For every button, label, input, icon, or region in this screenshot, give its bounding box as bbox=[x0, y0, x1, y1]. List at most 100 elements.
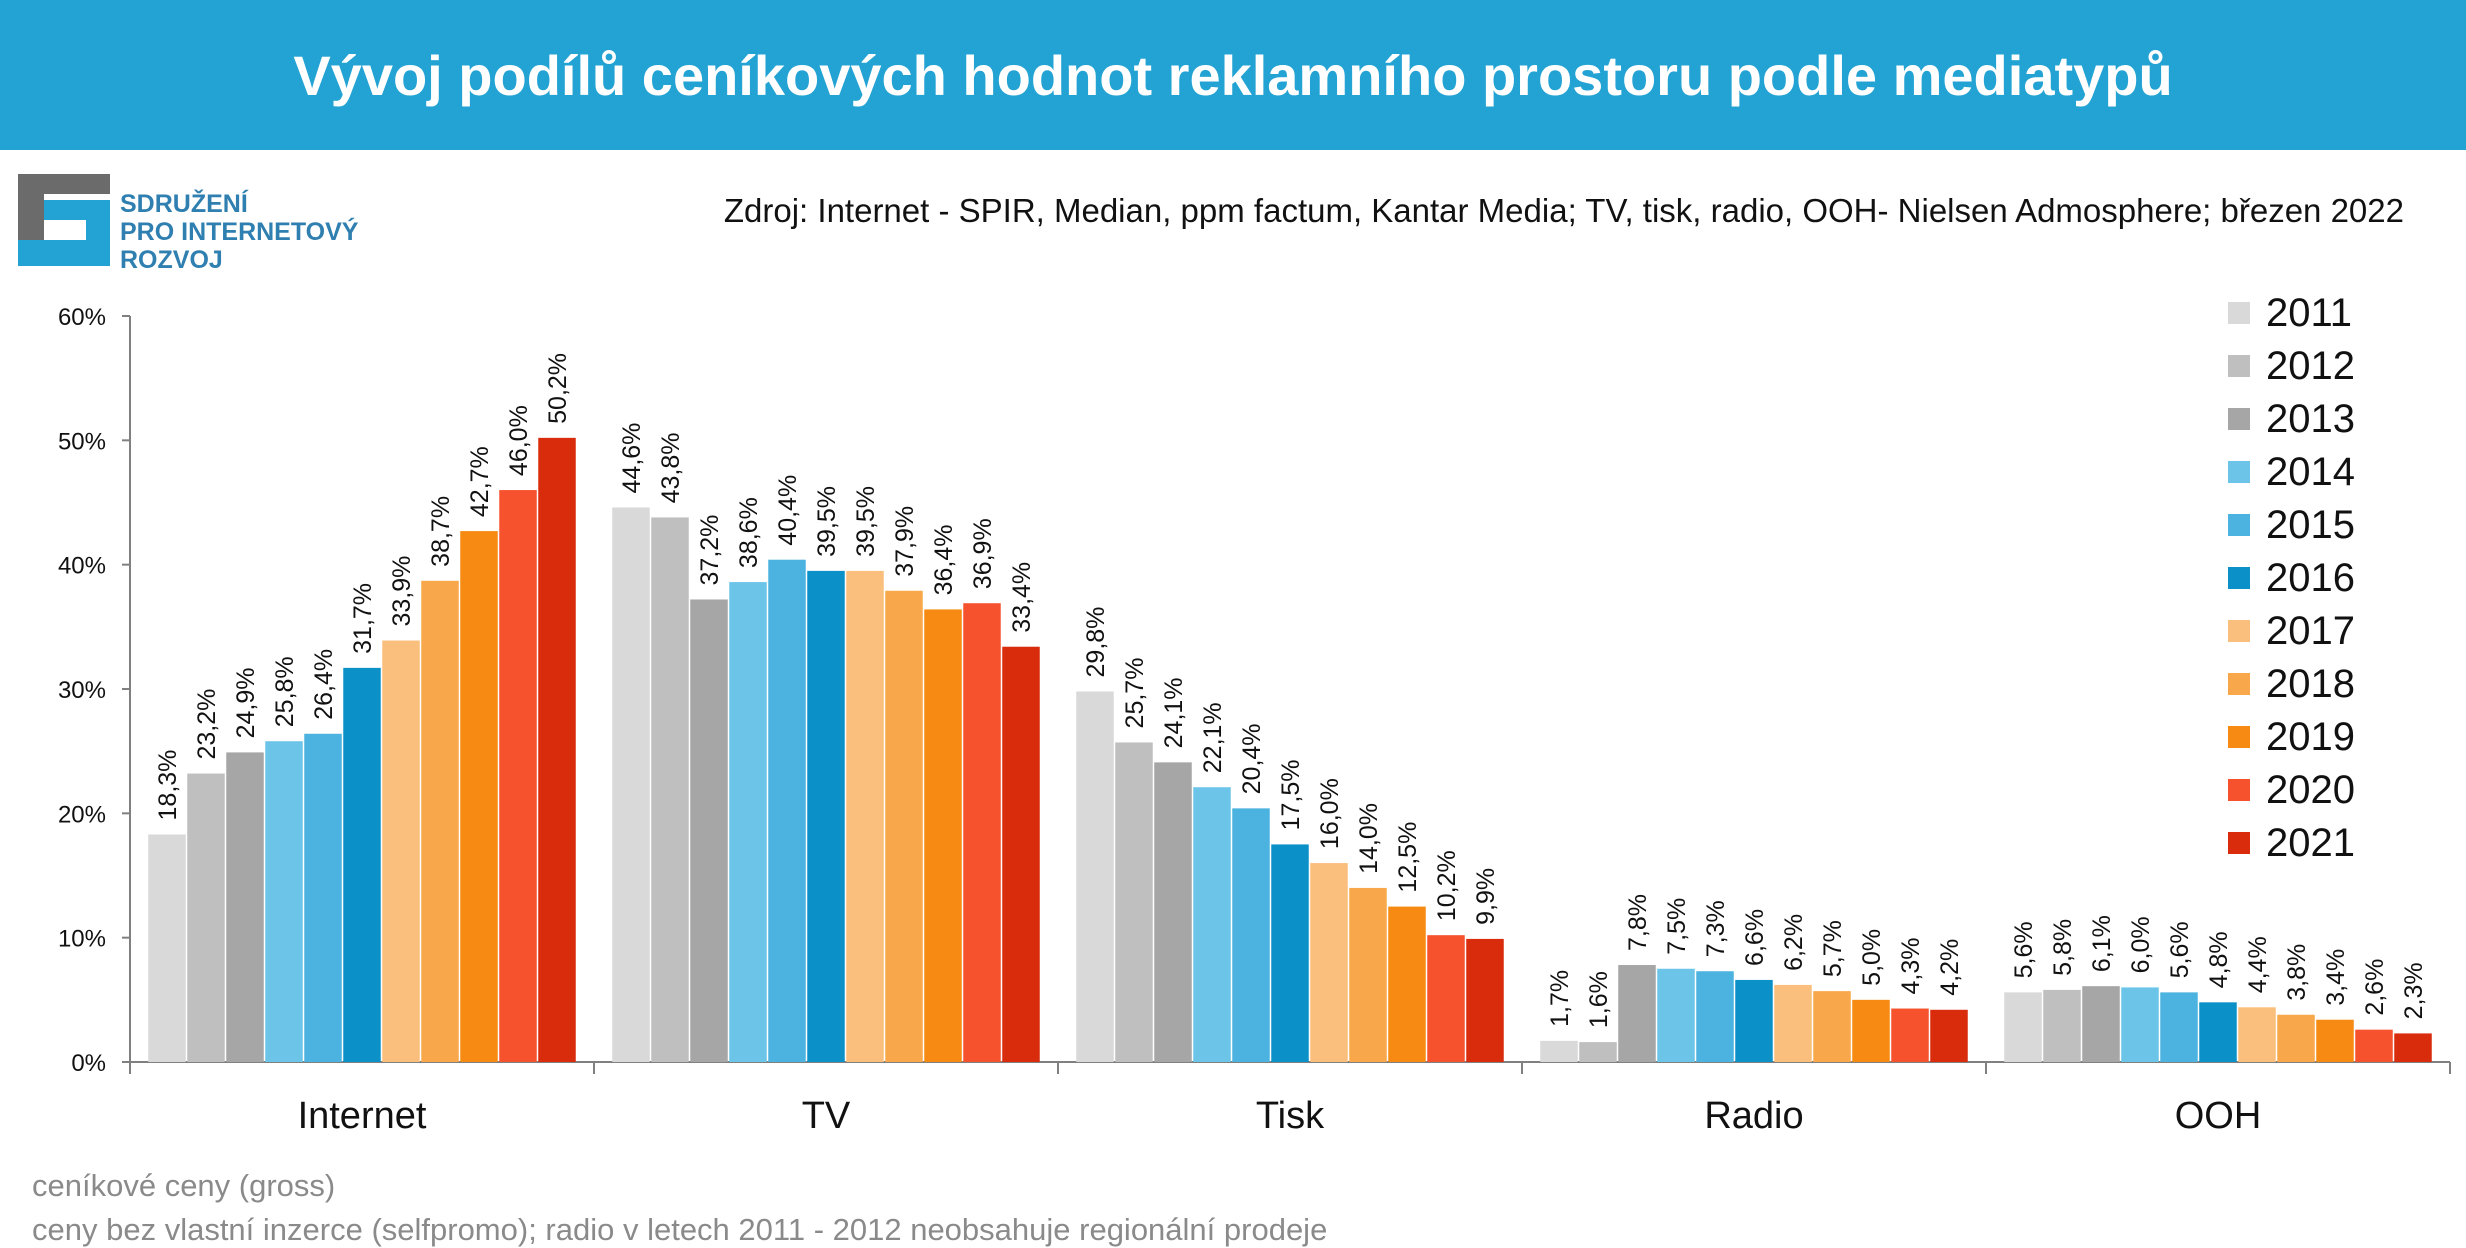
legend-item-2014: 2014 bbox=[2228, 447, 2355, 497]
category-label: TV bbox=[802, 1095, 851, 1137]
data-label: 23,2% bbox=[193, 689, 221, 760]
y-tick-label: 40% bbox=[58, 553, 106, 580]
bar-2019 bbox=[2316, 1019, 2354, 1062]
bar-2013 bbox=[1154, 762, 1192, 1062]
bar-2014 bbox=[1657, 968, 1695, 1062]
legend-item-2021: 2021 bbox=[2228, 818, 2355, 868]
bar-2016 bbox=[343, 667, 381, 1062]
bar-2018 bbox=[885, 590, 923, 1062]
bar-2015 bbox=[768, 559, 806, 1062]
y-tick-label: 0% bbox=[71, 1050, 106, 1077]
legend-swatch bbox=[2228, 355, 2250, 377]
footnote-gross: ceníkové ceny (gross) bbox=[32, 1168, 336, 1203]
legend-label: 2019 bbox=[2266, 714, 2355, 759]
category-label: Internet bbox=[298, 1095, 427, 1137]
data-label: 36,4% bbox=[930, 525, 958, 596]
data-label: 24,9% bbox=[232, 668, 260, 739]
bar-2013 bbox=[1618, 965, 1656, 1062]
bar-2016 bbox=[1271, 844, 1309, 1062]
legend-label: 2013 bbox=[2266, 396, 2355, 441]
bar-2016 bbox=[807, 570, 845, 1062]
bar-2021 bbox=[2394, 1033, 2432, 1062]
bar-2020 bbox=[2355, 1029, 2393, 1062]
data-label: 1,6% bbox=[1585, 971, 1613, 1028]
bar-2012 bbox=[2043, 989, 2081, 1062]
bar-2017 bbox=[2238, 1007, 2276, 1062]
legend-swatch bbox=[2228, 567, 2250, 589]
data-label: 46,0% bbox=[505, 405, 533, 476]
bar-2013 bbox=[690, 599, 728, 1062]
legend-label: 2020 bbox=[2266, 767, 2355, 812]
legend-swatch bbox=[2228, 620, 2250, 642]
bar-2021 bbox=[1466, 938, 1504, 1062]
bar-2020 bbox=[1427, 935, 1465, 1062]
data-label: 44,6% bbox=[618, 423, 646, 494]
chart-title: Vývoj podílů ceníkových hodnot reklamníh… bbox=[293, 43, 2173, 107]
data-label: 10,2% bbox=[1433, 850, 1461, 921]
bar-2018 bbox=[421, 580, 459, 1062]
legend-label: 2017 bbox=[2266, 608, 2355, 653]
bar-2017 bbox=[382, 640, 420, 1062]
data-label: 4,2% bbox=[1936, 939, 1964, 996]
bar-2021 bbox=[1930, 1009, 1968, 1062]
legend-label: 2016 bbox=[2266, 555, 2355, 600]
data-label: 4,3% bbox=[1897, 938, 1925, 995]
title-banner: Vývoj podílů ceníkových hodnot reklamníh… bbox=[0, 0, 2466, 150]
data-label: 38,6% bbox=[735, 497, 763, 568]
legend-item-2017: 2017 bbox=[2228, 606, 2355, 656]
bar-2021 bbox=[1002, 646, 1040, 1062]
legend-item-2011: 2011 bbox=[2228, 288, 2352, 338]
y-tick-label: 50% bbox=[58, 428, 106, 455]
bar-2011 bbox=[1540, 1040, 1578, 1062]
bar-2016 bbox=[2199, 1002, 2237, 1062]
data-label: 5,8% bbox=[2049, 919, 2077, 976]
source-note: Zdroj: Internet - SPIR, Median, ppm fact… bbox=[723, 192, 2404, 229]
data-label: 6,2% bbox=[1780, 914, 1808, 971]
bar-2018 bbox=[1349, 887, 1387, 1062]
data-label: 31,7% bbox=[349, 583, 377, 654]
bar-2020 bbox=[963, 603, 1001, 1062]
data-label: 38,7% bbox=[427, 496, 455, 567]
data-label: 4,8% bbox=[2205, 931, 2233, 988]
bar-2017 bbox=[1774, 984, 1812, 1062]
category-label: Radio bbox=[1704, 1095, 1803, 1137]
data-label: 50,2% bbox=[544, 353, 572, 424]
data-label: 6,0% bbox=[2127, 916, 2155, 973]
bar-2012 bbox=[1115, 742, 1153, 1062]
bar-2015 bbox=[1232, 808, 1270, 1062]
bar-2012 bbox=[187, 773, 225, 1062]
data-label: 5,7% bbox=[1819, 920, 1847, 977]
data-label: 6,6% bbox=[1741, 909, 1769, 966]
data-label: 43,8% bbox=[657, 433, 685, 504]
legend-swatch bbox=[2228, 832, 2250, 854]
data-label: 24,1% bbox=[1160, 677, 1188, 748]
bar-2019 bbox=[924, 609, 962, 1062]
data-label: 7,5% bbox=[1663, 898, 1691, 955]
legend-swatch bbox=[2228, 514, 2250, 536]
data-label: 37,9% bbox=[891, 506, 919, 577]
bar-2020 bbox=[1891, 1008, 1929, 1062]
legend-item-2015: 2015 bbox=[2228, 500, 2355, 550]
bar-2017 bbox=[1310, 863, 1348, 1062]
bar-2016 bbox=[1735, 979, 1773, 1062]
logo-text: SDRUŽENÍ PRO INTERNETOVÝ ROZVOJ bbox=[120, 190, 358, 274]
data-label: 4,4% bbox=[2244, 936, 2272, 993]
data-label: 25,7% bbox=[1121, 658, 1149, 729]
legend-swatch bbox=[2228, 726, 2250, 748]
data-label: 39,5% bbox=[852, 486, 880, 557]
legend-item-2013: 2013 bbox=[2228, 394, 2355, 444]
data-label: 5,6% bbox=[2166, 921, 2194, 978]
data-label: 2,6% bbox=[2361, 959, 2389, 1016]
legend-label: 2018 bbox=[2266, 661, 2355, 706]
data-label: 6,1% bbox=[2088, 915, 2116, 972]
bar-2014 bbox=[729, 582, 767, 1062]
data-label: 33,9% bbox=[388, 556, 416, 627]
data-label: 29,8% bbox=[1082, 607, 1110, 678]
legend-label: 2012 bbox=[2266, 343, 2355, 388]
data-label: 26,4% bbox=[310, 649, 338, 720]
data-label: 16,0% bbox=[1316, 778, 1344, 849]
y-tick-label: 30% bbox=[58, 677, 106, 704]
bar-2014 bbox=[2121, 987, 2159, 1062]
data-label: 12,5% bbox=[1394, 822, 1422, 893]
bar-2014 bbox=[265, 741, 303, 1062]
